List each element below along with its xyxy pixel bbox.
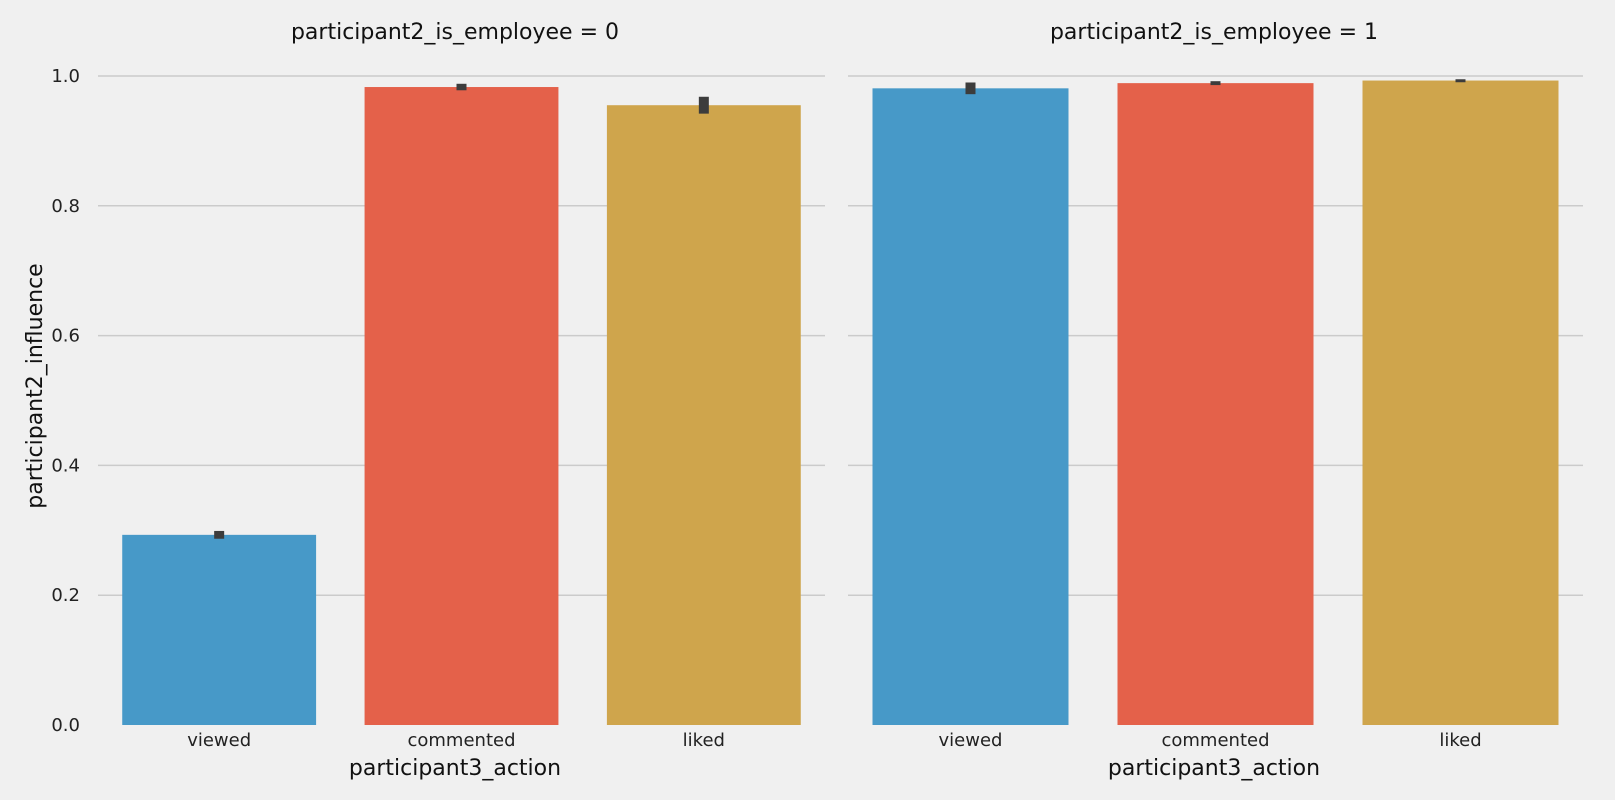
error-bar-liked [698,96,709,114]
y-axis-label: participant2_influence [23,263,48,508]
panel-0: participant2_is_employee = 0 0.00.20.40.… [51,20,825,781]
panel-1-title: participant2_is_employee = 1 [1050,20,1378,45]
panel-0-title: participant2_is_employee = 0 [291,20,619,45]
x-tick-label-commented: commented [1161,730,1269,751]
bar-viewed [872,88,1069,726]
x-tick-label-liked: liked [1439,730,1481,751]
panel-0-bars [122,87,801,725]
x-tick-label-commented: commented [407,730,515,751]
y-tick-label: 0.4 [51,455,80,476]
x-tick-label-viewed: viewed [939,730,1003,751]
panel-0-error-bars [214,83,709,539]
y-tick-label: 0.8 [51,196,80,217]
y-tick-label: 0.2 [51,585,80,606]
y-tick-label: 1.0 [51,66,80,87]
x-tick-label-viewed: viewed [187,730,251,751]
y-tick-label: 0.0 [51,715,80,736]
panel-0-x-tick-labels: viewed commented liked [187,730,725,751]
bar-viewed [122,534,317,725]
panel-0-y-tick-labels: 0.0 0.2 0.4 0.6 0.8 1.0 [51,66,80,736]
bar-commented [1117,83,1314,726]
panel-1-x-tick-labels: viewed commented liked [939,730,1482,751]
error-bar-viewed [214,530,225,539]
panel-0-x-axis-label: participant3_action [349,756,561,781]
bar-liked [606,105,801,725]
x-tick-label-liked: liked [683,730,725,751]
error-bar-commented [456,83,467,91]
error-bar-viewed [965,82,976,95]
error-bar-liked [1455,79,1466,83]
panel-1-bars [872,80,1559,726]
panel-1-x-axis-label: participant3_action [1108,756,1320,781]
error-bar-commented [1210,81,1221,86]
bar-commented [364,87,559,725]
bar-liked [1362,80,1559,726]
panel-1-error-bars [965,79,1466,95]
y-tick-label: 0.6 [51,326,80,347]
panel-1: participant2_is_employee = 1 viewed comme… [848,20,1583,781]
